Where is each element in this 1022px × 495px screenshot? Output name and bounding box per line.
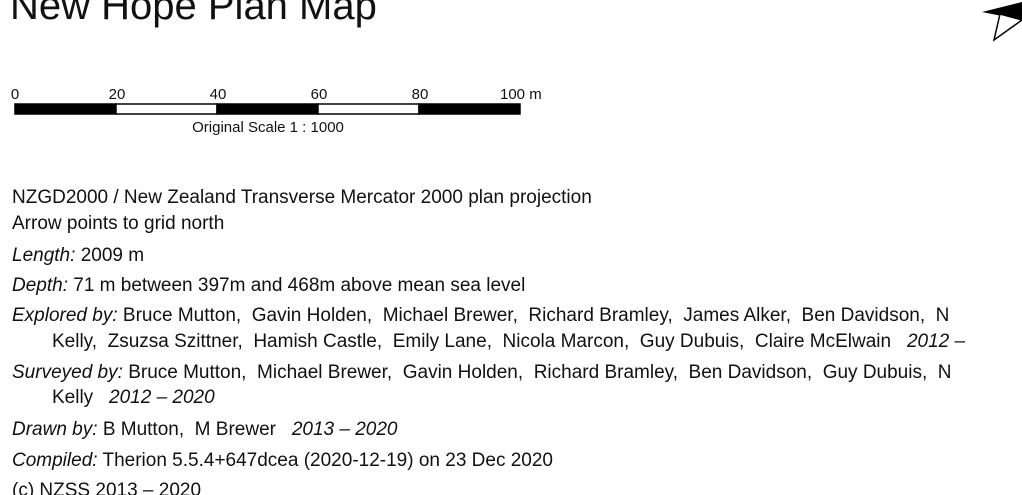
projection: Arrow points to grid north <box>12 213 225 234</box>
field: Kelly 2012 – 2020 <box>52 387 215 409</box>
scale-label: 40 <box>209 86 227 103</box>
field-value: 2009 m <box>80 245 145 266</box>
scale-label: 60 <box>310 86 328 103</box>
field: Length: 2009 m <box>12 245 144 267</box>
field-date: 2013 – 2020 <box>291 419 398 440</box>
field-value: Bruce Mutton, Gavin Holden, Michael Brew… <box>122 305 950 326</box>
field-value: Bruce Mutton, Michael Brewer, Gavin Hold… <box>128 362 952 383</box>
scale-label: 0 <box>10 86 20 103</box>
field: Depth: 71 m between 397m and 468m above … <box>12 275 525 297</box>
field-value: Kelly, Zsuzsa Szittner, Hamish Castle, E… <box>52 331 892 352</box>
field-label: Explored by: <box>12 305 118 326</box>
field-value: B Mutton, M Brewer <box>102 419 276 440</box>
field-label: Drawn by: <box>12 419 98 440</box>
field-label: Length: <box>12 245 76 266</box>
field: Kelly, Zsuzsa Szittner, Hamish Castle, E… <box>52 331 965 353</box>
field-value: 71 m between 397m and 468m above mean se… <box>73 275 526 296</box>
copyright: (c) NZSS 2013 – 2020 <box>12 480 202 495</box>
scale-label: 80 <box>411 86 429 103</box>
scale-label: 20 <box>108 86 126 103</box>
field-date: 2012 – <box>906 331 966 352</box>
north-arrow <box>982 2 1022 42</box>
map-title: New Hope Plan Map <box>10 0 377 28</box>
field-label: Depth: <box>12 275 68 296</box>
projection: NZGD2000 / New Zealand Transverse Mercat… <box>12 187 592 208</box>
field-value: Kelly <box>52 387 94 408</box>
field: Compiled: Therion 5.5.4+647dcea (2020-12… <box>12 450 553 472</box>
field-label: Surveyed by: <box>12 362 123 383</box>
field-label: Compiled: <box>12 450 98 471</box>
scale-caption: Original Scale 1 : 1000 <box>192 119 344 136</box>
field: Surveyed by: Bruce Mutton, Michael Brewe… <box>12 362 952 384</box>
scale-label: 100 m <box>500 86 542 103</box>
field-date: 2012 – 2020 <box>109 387 215 408</box>
field-value: Therion 5.5.4+647dcea (2020-12-19) on 23… <box>102 450 554 471</box>
field: Explored by: Bruce Mutton, Gavin Holden,… <box>12 305 949 327</box>
field: Drawn by: B Mutton, M Brewer 2013 – 2020 <box>12 419 398 441</box>
scale-bar <box>14 103 521 115</box>
